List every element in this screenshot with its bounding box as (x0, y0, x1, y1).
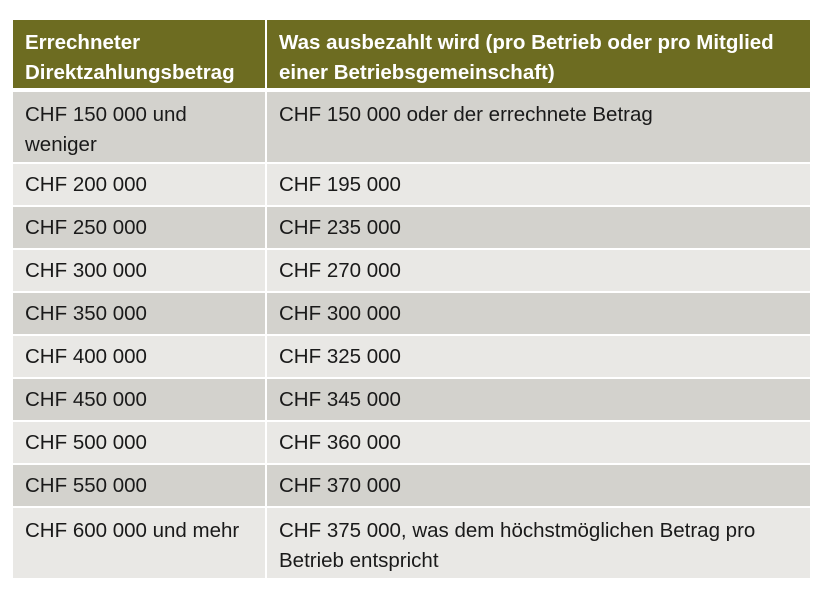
table-row: CHF 600 000 und mehr CHF 375 000, was de… (13, 506, 810, 578)
calculated-amount-cell: CHF 400 000 (13, 334, 265, 377)
table-row: CHF 150 000 und weniger CHF 150 000 oder… (13, 90, 810, 162)
table-row: CHF 500 000 CHF 360 000 (13, 420, 810, 463)
paid-amount-cell: CHF 345 000 (265, 377, 810, 420)
paid-amount-cell: CHF 195 000 (265, 162, 810, 205)
paid-amount-cell: CHF 370 000 (265, 463, 810, 506)
table-header-row: Errechneter Direktzahlungsbetrag Was aus… (13, 20, 810, 90)
calculated-amount-cell: CHF 300 000 (13, 248, 265, 291)
paid-amount-cell: CHF 360 000 (265, 420, 810, 463)
payment-table: Errechneter Direktzahlungsbetrag Was aus… (13, 20, 810, 578)
table-row: CHF 300 000 CHF 270 000 (13, 248, 810, 291)
paid-amount-cell: CHF 235 000 (265, 205, 810, 248)
paid-amount-cell: CHF 300 000 (265, 291, 810, 334)
calculated-amount-cell: CHF 500 000 (13, 420, 265, 463)
table-row: CHF 350 000 CHF 300 000 (13, 291, 810, 334)
table-row: CHF 400 000 CHF 325 000 (13, 334, 810, 377)
payment-table-container: Errechneter Direktzahlungsbetrag Was aus… (13, 20, 810, 578)
calculated-amount-cell: CHF 450 000 (13, 377, 265, 420)
paid-amount-cell: CHF 270 000 (265, 248, 810, 291)
table-row: CHF 200 000 CHF 195 000 (13, 162, 810, 205)
table-row: CHF 550 000 CHF 370 000 (13, 463, 810, 506)
calculated-amount-cell: CHF 200 000 (13, 162, 265, 205)
header-paid-amount: Was ausbezahlt wird (pro Betrieb oder pr… (265, 20, 810, 90)
calculated-amount-cell: CHF 350 000 (13, 291, 265, 334)
table-row: CHF 450 000 CHF 345 000 (13, 377, 810, 420)
calculated-amount-cell: CHF 250 000 (13, 205, 265, 248)
paid-amount-cell: CHF 375 000, was dem höchstmöglichen Bet… (265, 506, 810, 578)
table-row: CHF 250 000 CHF 235 000 (13, 205, 810, 248)
calculated-amount-cell: CHF 550 000 (13, 463, 265, 506)
paid-amount-cell: CHF 325 000 (265, 334, 810, 377)
calculated-amount-cell: CHF 150 000 und weniger (13, 90, 265, 162)
paid-amount-cell: CHF 150 000 oder der errechnete Betrag (265, 90, 810, 162)
calculated-amount-cell: CHF 600 000 und mehr (13, 506, 265, 578)
header-calculated-amount: Errechneter Direktzahlungsbetrag (13, 20, 265, 90)
